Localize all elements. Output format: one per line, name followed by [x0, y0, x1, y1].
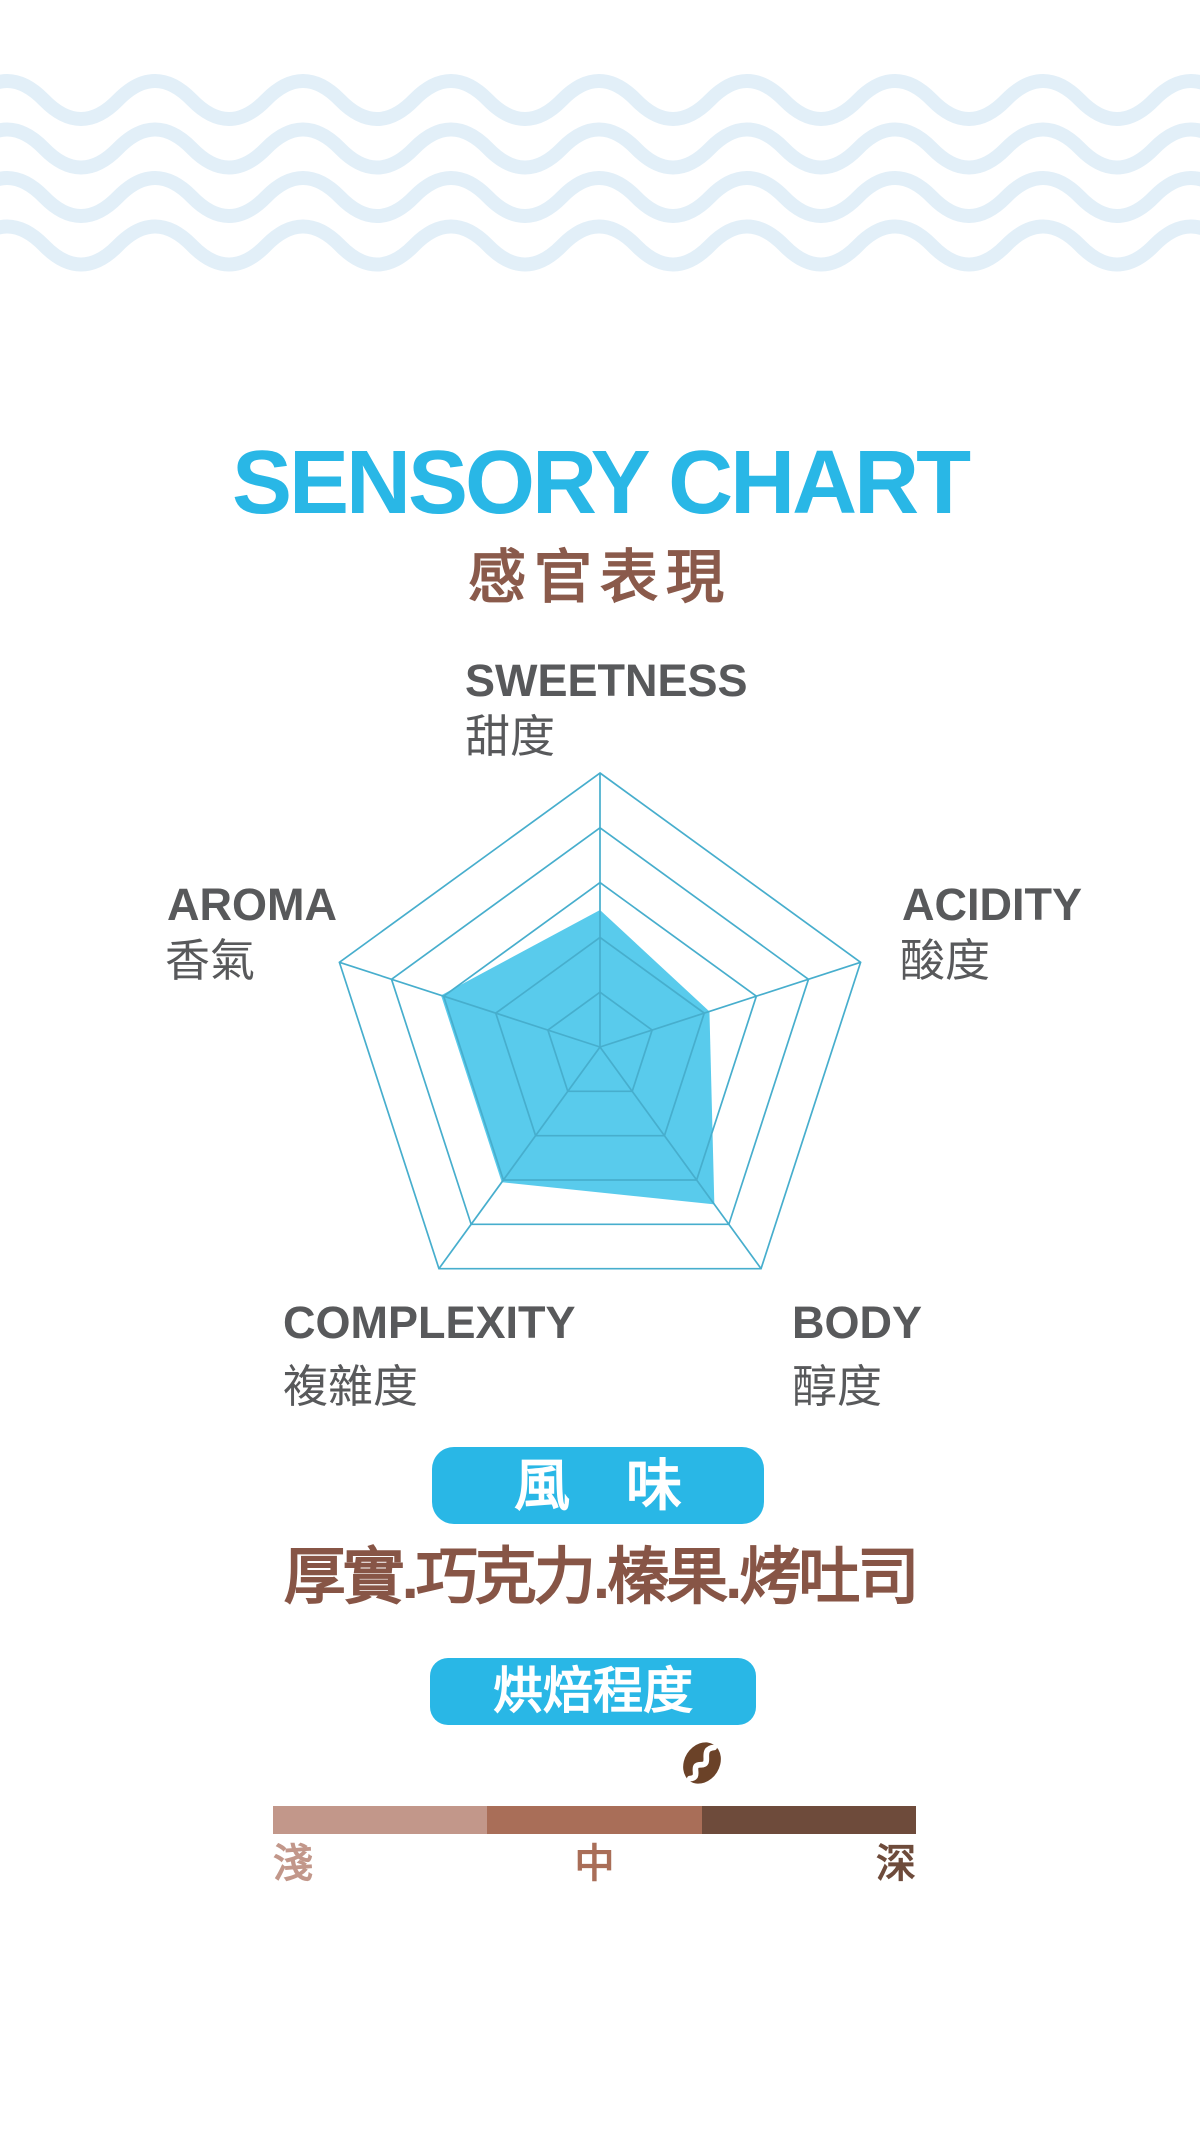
roast-label-medium: 中 [574, 1842, 615, 1886]
wave-pattern [0, 74, 1200, 272]
flavor-badge: 風 味 [432, 1447, 764, 1524]
flavor-notes: 厚實.巧克力.榛果.烤吐司 [283, 1543, 920, 1612]
roast-segment [273, 1806, 488, 1834]
axis-label-aroma-zh: 香氣 [165, 935, 256, 986]
roast-label-dark: 深 [876, 1842, 916, 1886]
axis-label-acidity-zh: 酸度 [900, 935, 991, 986]
roast-level-badge: 烘焙程度 [430, 1658, 756, 1725]
roast-segment [701, 1806, 916, 1834]
coffee-bean-icon [683, 1742, 721, 1784]
axis-label-aroma: AROMA [167, 879, 337, 930]
page-subtitle: 感官表現 [467, 545, 732, 610]
roast-label-light: 淺 [273, 1842, 313, 1886]
axis-label-sweetness-zh: 甜度 [465, 711, 556, 762]
axis-label-body-zh: 醇度 [792, 1361, 883, 1412]
axis-label-acidity: ACIDITY [902, 879, 1082, 930]
axis-label-body: BODY [792, 1297, 923, 1348]
page-title: SENSORY CHART [231, 433, 971, 533]
axis-label-sweetness: SWEETNESS [465, 655, 748, 706]
axis-label-complexity-zh: 複雜度 [283, 1361, 419, 1412]
roast-scale-labels: 淺 中 深 [273, 1842, 916, 1886]
roast-scale-bar [273, 1806, 916, 1834]
roast-segment [487, 1806, 702, 1834]
axis-label-complexity: COMPLEXITY [283, 1297, 576, 1348]
